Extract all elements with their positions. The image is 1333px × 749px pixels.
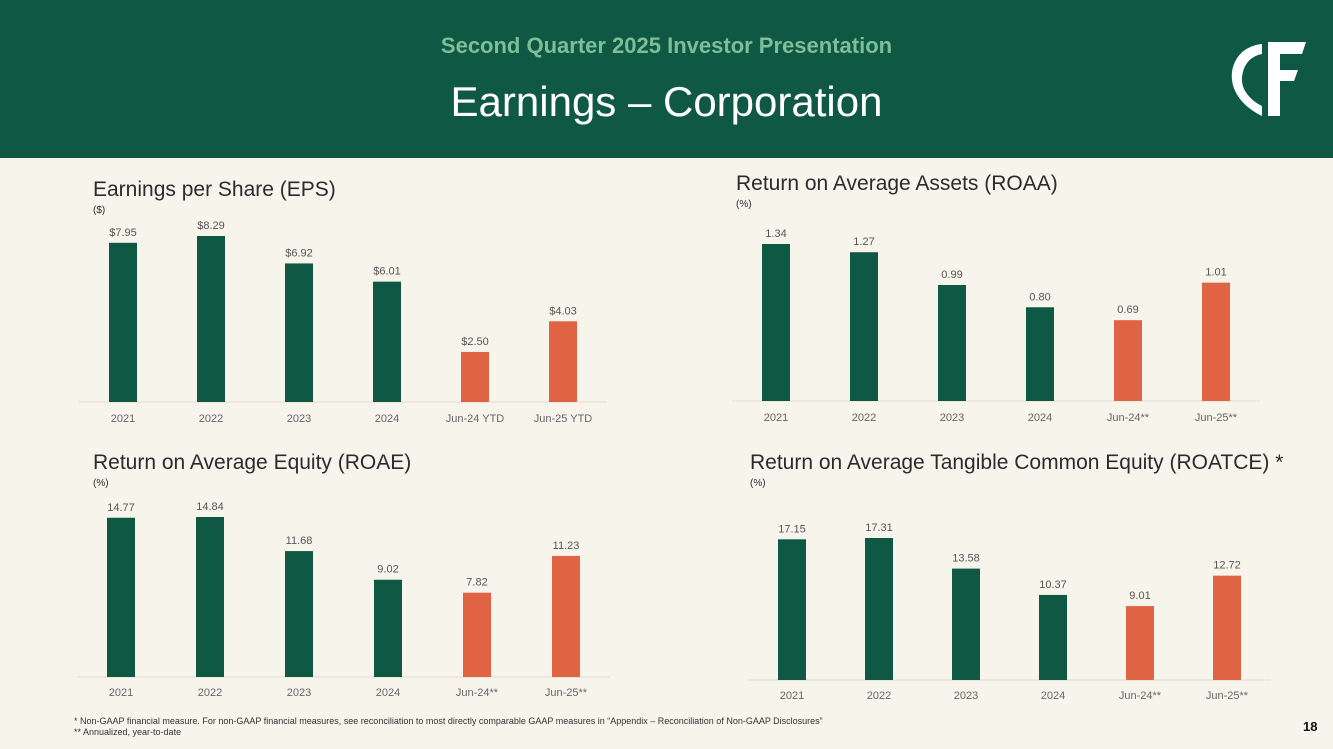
header-banner: Second Quarter 2025 Investor Presentatio… — [0, 0, 1333, 158]
roaa-bar-chart: 1.34 2021 1.27 2022 0.99 2023 0.80 2024 0.69 Jun-… — [732, 228, 1260, 424]
footnote-annualized: ** Annualized, year-to-date — [74, 727, 182, 737]
roae-value-label-1: 14.84 — [196, 501, 224, 513]
roae-category-label-1: 2022 — [198, 687, 222, 699]
eps-bar-0 — [109, 242, 137, 402]
eps-value-label-5: $4.03 — [549, 305, 577, 317]
roaa-bar-1 — [850, 252, 878, 401]
roatce-value-label-1: 17.31 — [865, 522, 893, 534]
roae-bar-5 — [552, 555, 580, 677]
roatce-chart-title: Return on Average Tangible Common Equity… — [750, 451, 1284, 474]
roaa-value-label-1: 1.27 — [853, 236, 874, 248]
page-title: Earnings – Corporation — [450, 78, 883, 125]
roatce-category-label-2: 2023 — [954, 690, 978, 702]
roae-bar-1 — [196, 517, 224, 677]
eps-chart-title: Earnings per Share (EPS) — [93, 178, 336, 201]
eps-category-label-0: 2021 — [111, 413, 135, 425]
roae-value-label-2: 11.68 — [286, 535, 313, 547]
eps-category-label-5: Jun-25 YTD — [534, 413, 593, 425]
roatce-bar-4 — [1126, 606, 1154, 680]
roaa-bar-2 — [938, 285, 966, 401]
roae-value-label-5: 11.23 — [553, 540, 580, 552]
roatce-bar-chart: 17.15 2021 17.31 2022 13.58 2023 10.37 2024 9.01… — [748, 522, 1271, 702]
roaa-category-label-1: 2022 — [852, 412, 876, 424]
roatce-bar-2 — [952, 568, 980, 680]
eps-category-label-2: 2023 — [287, 413, 311, 425]
roatce-bar-1 — [865, 538, 893, 680]
roaa-category-label-3: 2024 — [1028, 412, 1052, 424]
roaa-value-label-0: 1.34 — [765, 228, 786, 240]
roatce-chart-panel: Return on Average Tangible Common Equity… — [748, 451, 1320, 702]
roaa-bar-3 — [1026, 307, 1054, 401]
eps-category-label-1: 2022 — [199, 413, 223, 425]
roatce-value-label-3: 10.37 — [1039, 579, 1067, 591]
eps-value-label-4: $2.50 — [461, 336, 489, 348]
eps-bar-5 — [549, 321, 577, 402]
svg-text:&: & — [1248, 68, 1266, 93]
roatce-category-label-4: Jun-24** — [1119, 690, 1162, 702]
roaa-chart-unit: (%) — [736, 199, 752, 210]
roatce-category-label-3: 2024 — [1041, 690, 1065, 702]
roae-bar-0 — [107, 517, 135, 677]
roaa-category-label-0: 2021 — [764, 412, 788, 424]
roae-category-label-0: 2021 — [109, 687, 133, 699]
eps-bar-chart: $7.95 2021 $8.29 2022 $6.92 2023 $6.01 2024 $2.5… — [79, 220, 607, 425]
roaa-chart-panel: Return on Average Assets (ROAA) (%) 1.34… — [732, 172, 1296, 430]
eps-bar-4 — [461, 351, 489, 402]
roae-bar-chart: 14.77 2021 14.84 2022 11.68 2023 9.02 2024 7.82 J… — [77, 501, 610, 699]
eps-category-label-3: 2024 — [375, 413, 399, 425]
roaa-chart-title: Return on Average Assets (ROAA) — [736, 172, 1058, 195]
roae-category-label-5: Jun-25** — [545, 687, 588, 699]
roatce-chart-unit: (%) — [750, 478, 766, 489]
roae-value-label-0: 14.77 — [107, 502, 135, 514]
roaa-value-label-4: 0.69 — [1117, 304, 1138, 316]
roatce-value-label-5: 12.72 — [1213, 560, 1241, 572]
page-number: 18 — [1303, 719, 1318, 734]
eps-chart-unit: ($) — [93, 205, 106, 216]
roae-chart-title: Return on Average Equity (ROAE) — [93, 451, 412, 474]
roatce-category-label-0: 2021 — [780, 690, 804, 702]
eps-value-label-3: $6.01 — [373, 266, 401, 278]
roaa-bar-4 — [1114, 320, 1142, 401]
roatce-value-label-4: 9.01 — [1129, 590, 1150, 602]
eps-category-label-4: Jun-24 YTD — [446, 413, 505, 425]
roaa-value-label-5: 1.01 — [1205, 267, 1226, 279]
eps-value-label-0: $7.95 — [109, 227, 137, 239]
roae-bar-2 — [285, 551, 313, 677]
roae-bar-4 — [463, 592, 491, 677]
roae-category-label-4: Jun-24** — [456, 687, 499, 699]
eps-chart-panel: Earnings per Share (EPS) ($) $7.95 2021 $8… — [79, 178, 653, 430]
presentation-subtitle: Second Quarter 2025 Investor Presentatio… — [440, 33, 893, 58]
roatce-category-label-5: Jun-25** — [1206, 690, 1249, 702]
roatce-category-label-1: 2022 — [867, 690, 891, 702]
eps-value-label-1: $8.29 — [197, 220, 225, 232]
roae-category-label-2: 2023 — [287, 687, 311, 699]
roaa-category-label-4: Jun-24** — [1107, 412, 1150, 424]
roae-chart-unit: (%) — [93, 478, 109, 489]
roatce-value-label-0: 17.15 — [778, 523, 806, 535]
roatce-value-label-2: 13.58 — [952, 553, 980, 565]
roaa-category-label-2: 2023 — [940, 412, 964, 424]
roatce-bar-0 — [778, 539, 806, 680]
roae-value-label-3: 9.02 — [377, 564, 398, 576]
roaa-bar-0 — [762, 244, 790, 401]
roaa-value-label-3: 0.80 — [1029, 291, 1050, 303]
roae-value-label-4: 7.82 — [466, 577, 487, 589]
cf-logo-icon: & — [1231, 42, 1306, 116]
footnote-non-gaap: * Non-GAAP financial measure. For non-GA… — [74, 716, 823, 726]
eps-bar-3 — [373, 281, 401, 402]
roae-chart-panel: Return on Average Equity (ROAE) (%) 14.7… — [77, 451, 653, 701]
roaa-category-label-5: Jun-25** — [1195, 412, 1238, 424]
eps-bar-1 — [197, 236, 225, 402]
eps-value-label-2: $6.92 — [285, 247, 313, 259]
footnotes: * Non-GAAP financial measure. For non-GA… — [74, 716, 823, 738]
eps-bar-2 — [285, 263, 313, 402]
roae-category-label-3: 2024 — [376, 687, 400, 699]
roaa-bar-5 — [1202, 282, 1230, 401]
roaa-value-label-2: 0.99 — [941, 269, 962, 281]
roae-bar-3 — [374, 579, 402, 677]
roatce-bar-3 — [1039, 594, 1067, 680]
roatce-bar-5 — [1213, 575, 1241, 680]
